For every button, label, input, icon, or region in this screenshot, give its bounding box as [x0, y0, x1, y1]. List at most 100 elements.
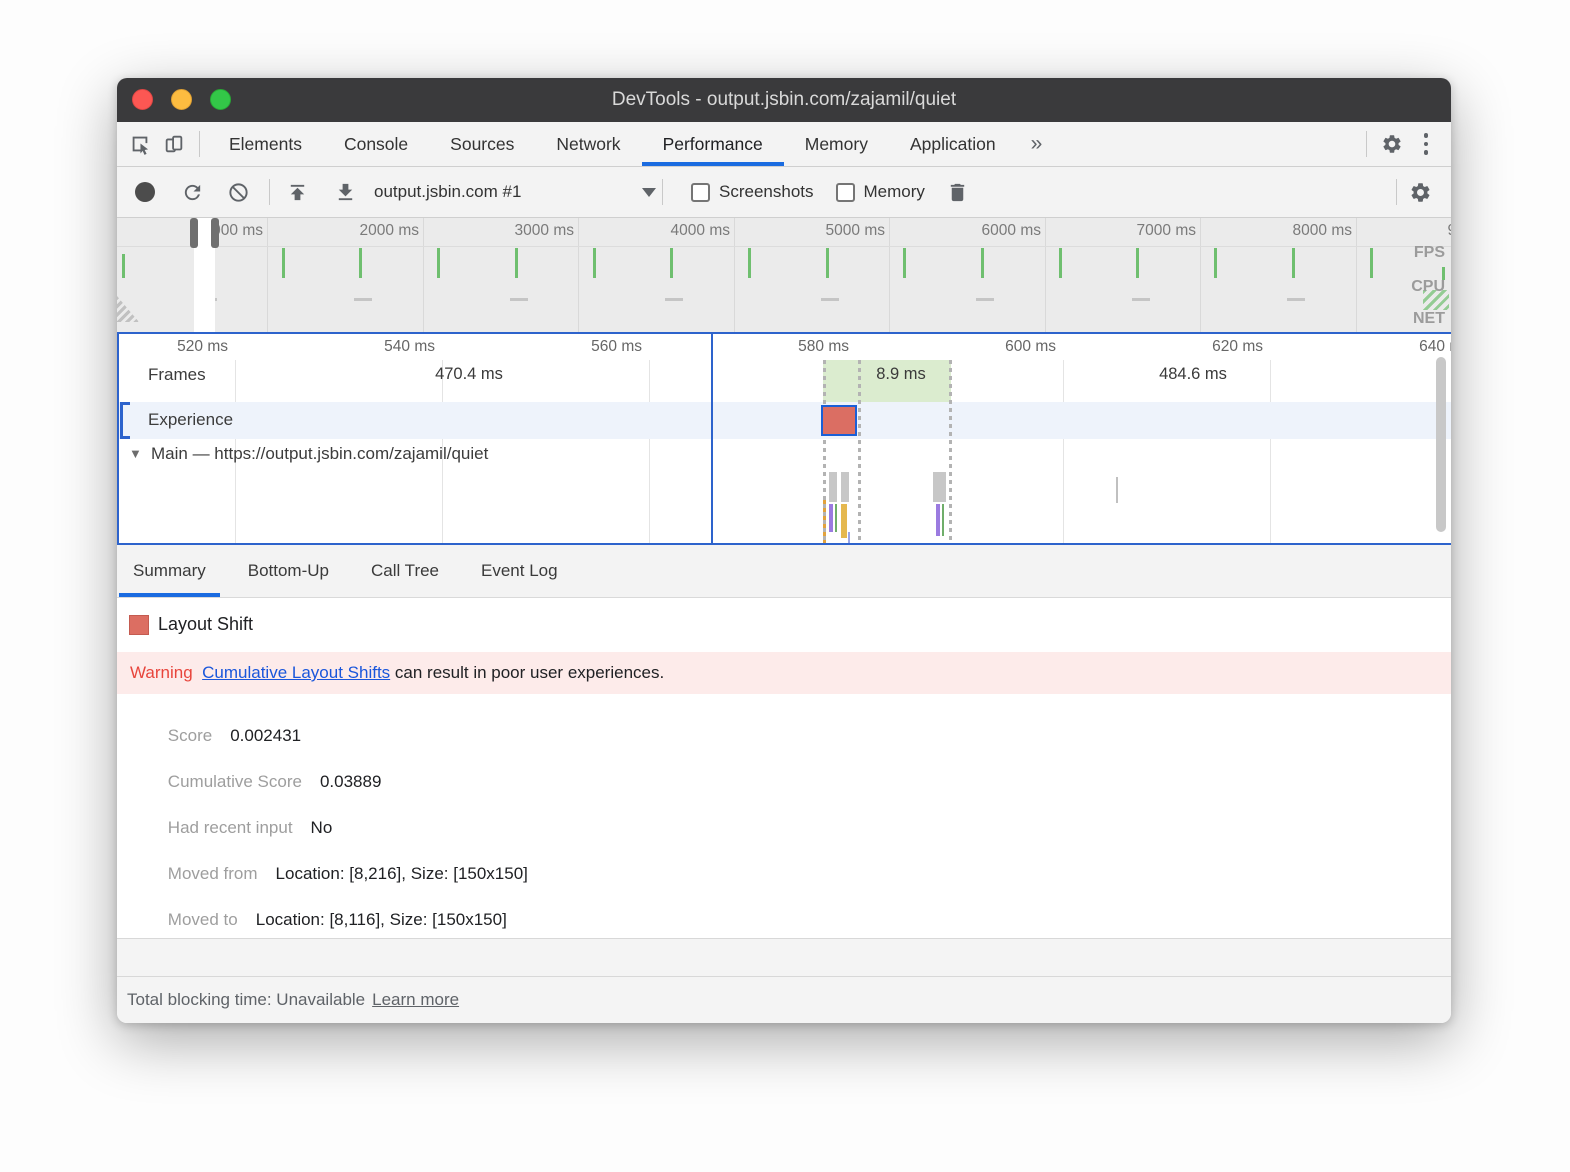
profile-select[interactable]: output.jsbin.com #1: [374, 182, 656, 202]
upload-icon: [290, 184, 304, 200]
tab-bottom-up[interactable]: Bottom-Up: [247, 561, 329, 580]
settings-button[interactable]: [1375, 127, 1409, 161]
tab-elements[interactable]: Elements: [229, 133, 302, 154]
overview-tick: 6000 ms: [981, 222, 1041, 239]
tab-summary[interactable]: Summary: [119, 545, 220, 597]
screenshots-checkbox[interactable]: [691, 182, 710, 202]
summary-row: Score 0.002431: [167, 726, 302, 745]
fullscreen-button[interactable]: [210, 89, 231, 110]
summary-row: Cumulative Score 0.03889: [167, 772, 382, 791]
ruler-tick: 540 ms: [384, 338, 435, 355]
main-track-label: Main — https://output.jsbin.com/zajamil/…: [151, 444, 489, 463]
screenshots-toggle[interactable]: Screenshots: [691, 182, 814, 202]
separator: [1366, 131, 1367, 157]
timeline-detail[interactable]: 520 ms 540 ms 560 ms 580 ms 600 ms 620 m…: [117, 332, 1451, 545]
tab-performance[interactable]: Performance: [642, 122, 784, 166]
timeline-overview[interactable]: 1000 ms 2000 ms 3000 ms 4000 ms 5000 ms …: [117, 218, 1451, 332]
minimize-button[interactable]: [171, 89, 192, 110]
lane-label-fps: FPS: [1413, 244, 1445, 261]
selection-left-handle[interactable]: [190, 218, 198, 248]
clear-recordings-button[interactable]: [223, 177, 253, 207]
status-strip: [117, 938, 1451, 976]
inspect-element-button[interactable]: [123, 127, 157, 161]
main-menu-button[interactable]: [1409, 127, 1443, 161]
fps-bar: [1059, 248, 1062, 278]
fps-bar: [1370, 248, 1373, 278]
more-tabs-button[interactable]: »: [1030, 132, 1043, 155]
task-bar: [1116, 477, 1118, 503]
separator: [1396, 179, 1397, 205]
garbage-collect-button[interactable]: [943, 177, 973, 207]
frame-duration: 484.6 ms: [1159, 365, 1227, 383]
task-bar: [848, 532, 850, 543]
trash-icon: [951, 183, 965, 201]
gear-icon: [1383, 135, 1401, 153]
inspect-icon: [132, 136, 149, 155]
close-button[interactable]: [132, 89, 153, 110]
fps-bar: [1442, 267, 1445, 280]
fps-bar: [1136, 248, 1139, 278]
memory-checkbox[interactable]: [835, 182, 855, 202]
screenshot-marker: [858, 360, 861, 543]
fps-bar: [122, 254, 125, 278]
fps-bar: [748, 248, 751, 278]
tab-memory[interactable]: Memory: [804, 133, 868, 154]
devtools-window: DevTools - output.jsbin.com/zajamil/quie…: [117, 78, 1451, 1023]
frame-duration: 470.4 ms: [435, 365, 503, 383]
layout-shift-swatch-icon: [129, 614, 149, 635]
vertical-scrollbar[interactable]: [1436, 357, 1446, 532]
frame-duration: 8.9 ms: [876, 365, 926, 383]
load-profile-button[interactable]: [282, 177, 312, 207]
dropdown-caret-icon: [642, 187, 656, 197]
layout-shift-event[interactable]: [821, 405, 857, 436]
reload-icon: [184, 184, 200, 200]
fps-bar: [437, 248, 440, 278]
task-bar: [942, 504, 944, 536]
task-bar: [933, 472, 946, 502]
device-toolbar-icon: [165, 135, 183, 153]
learn-more-link[interactable]: Learn more: [372, 990, 460, 1009]
overview-selection-window[interactable]: [194, 218, 215, 332]
window-title: DevTools - output.jsbin.com/zajamil/quie…: [611, 89, 957, 110]
ruler-tick: 520 ms: [177, 338, 228, 355]
record-button[interactable]: [135, 182, 155, 202]
tab-console[interactable]: Console: [343, 133, 409, 154]
fps-bar: [282, 248, 285, 278]
ruler-tick: 560 ms: [591, 338, 642, 355]
fps-bar: [981, 248, 984, 278]
separator: [269, 179, 270, 205]
tab-application[interactable]: Application: [909, 133, 996, 154]
overview-tick: 4000 ms: [670, 222, 730, 239]
separator: [662, 179, 663, 205]
fps-bar: [1214, 248, 1217, 278]
task-bar: [936, 504, 940, 536]
selection-right-handle[interactable]: [211, 218, 219, 248]
screenshot-marker: [823, 360, 826, 543]
ruler-tick: 600 ms: [1005, 338, 1056, 355]
tab-network[interactable]: Network: [556, 133, 621, 154]
tab-call-tree[interactable]: Call Tree: [370, 561, 440, 580]
overview-tick: 9000 ms: [1407, 222, 1451, 240]
cumulative-layout-shifts-link[interactable]: Cumulative Layout Shifts: [202, 663, 391, 682]
reload-and-profile-button[interactable]: [177, 177, 207, 207]
event-title: Layout Shift: [158, 614, 254, 634]
kebab-menu-icon: [1423, 133, 1429, 155]
memory-toggle[interactable]: Memory: [835, 182, 925, 202]
expander-triangle-icon[interactable]: ▼: [129, 446, 142, 461]
fps-bar: [593, 248, 596, 278]
tab-event-log[interactable]: Event Log: [481, 561, 558, 580]
save-profile-button[interactable]: [330, 177, 360, 207]
frames-track-label: Frames: [148, 365, 206, 384]
profile-select-value: output.jsbin.com #1: [374, 182, 522, 201]
ruler-tick: 620 ms: [1212, 338, 1263, 355]
fps-bar: [359, 248, 362, 278]
screenshot-marker: [949, 360, 952, 543]
status-footer: Total blocking time: Unavailable Learn mo…: [117, 976, 1451, 1023]
summary-row: Moved to Location: [8,116], Size: [150x15…: [167, 910, 507, 929]
experience-bracket: [120, 402, 130, 439]
ruler-tick: 640 ms: [1419, 338, 1451, 355]
device-toolbar-button[interactable]: [157, 127, 191, 161]
capture-settings-button[interactable]: [1405, 177, 1435, 207]
overview-tick: 3000 ms: [514, 222, 574, 239]
tab-sources[interactable]: Sources: [450, 133, 515, 154]
